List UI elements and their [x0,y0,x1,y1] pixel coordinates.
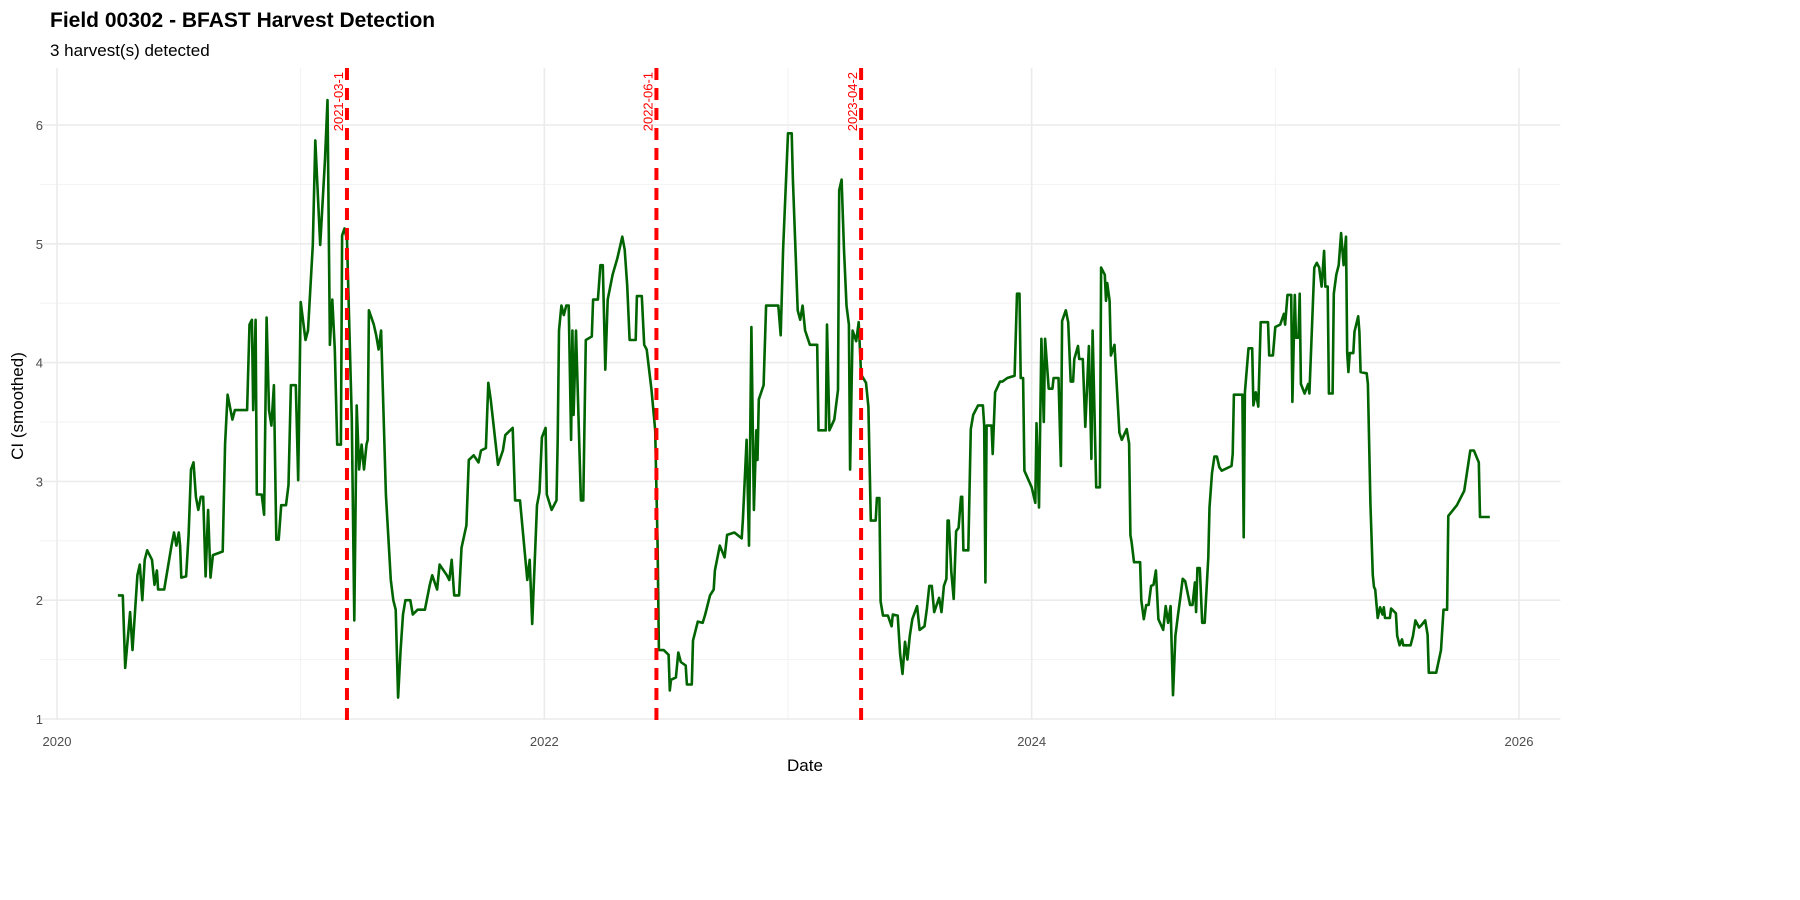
harvest-label: 2023-04-2 [845,72,860,131]
grid [39,67,1561,721]
x-tick-label: 2024 [1017,734,1046,749]
x-tick-label: 2020 [43,734,72,749]
axis-ticks: 1 2 3 4 5 6 2020 2022 2024 2026 [36,118,1534,749]
chart-title: Field 00302 - BFAST Harvest Detection [50,9,435,32]
y-tick-label: 5 [36,237,43,252]
x-axis-title: Date [787,756,823,775]
ci-line [117,98,1490,699]
y-axis-title: CI (smoothed) [8,352,27,460]
harvest-label: 2021-03-1 [331,72,346,131]
harvest-lines: 2021-03-1 2022-06-1 2023-04-2 [331,67,864,721]
series-layer [117,98,1490,699]
x-tick-label: 2026 [1505,734,1534,749]
y-tick-label: 2 [36,593,43,608]
y-tick-label: 1 [36,712,43,727]
y-tick-label: 6 [36,118,43,133]
chart-subtitle: 3 harvest(s) detected [50,41,210,60]
harvest-label: 2022-06-1 [640,72,655,131]
x-tick-label: 2022 [530,734,559,749]
y-tick-label: 4 [36,356,43,371]
y-tick-label: 3 [36,474,43,489]
